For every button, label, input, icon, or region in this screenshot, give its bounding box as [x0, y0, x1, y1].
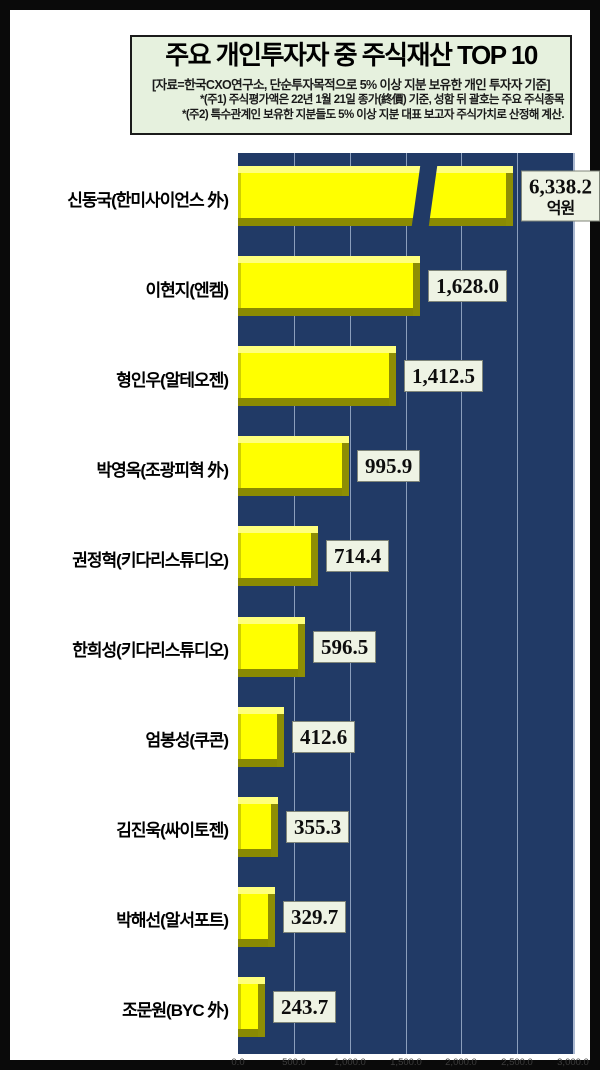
- bar: [238, 164, 513, 228]
- category-label: 김진욱(싸이토젠): [116, 821, 229, 841]
- x-tick-label: 2,500.0: [501, 1057, 533, 1068]
- x-tick-label: 1,000.0: [334, 1057, 366, 1068]
- source-note: [자료=한국CXO연구소, 단순투자목적으로 5% 이상 지분 보유한 개인 투…: [152, 78, 551, 92]
- value-label: 329.7: [283, 901, 347, 933]
- chart-title: 주요 개인투자자 중 주식재산 TOP 10: [165, 40, 538, 70]
- value-label: 995.9: [357, 450, 421, 482]
- value-label: 243.7: [273, 991, 337, 1023]
- category-label: 형인우(알테오젠): [116, 370, 229, 390]
- chart-header: 주요 개인투자자 중 주식재산 TOP 10 [자료=한국CXO연구소, 단순투…: [130, 35, 572, 135]
- gridline: [406, 153, 407, 1054]
- category-label: 박영옥(조광피혁 外): [96, 460, 229, 480]
- note-line-1: *(주1) 주식평가액은 22년 1월 21일 종가(終價) 기준, 성함 뒤 …: [200, 94, 565, 106]
- value-label: 596.5: [313, 631, 377, 663]
- bar: [238, 526, 318, 586]
- bar: [238, 887, 275, 947]
- bar: [238, 707, 284, 767]
- x-tick-label: 500.0: [282, 1057, 306, 1068]
- category-label: 한희성(키다리스튜디오): [72, 641, 229, 661]
- category-label: 박해선(알서포트): [116, 911, 229, 931]
- value-label: 355.3: [286, 811, 350, 843]
- gridline: [517, 153, 518, 1054]
- value-label: 412.6: [292, 721, 356, 753]
- value-label: 714.4: [326, 540, 390, 572]
- value-label: 1,628.0: [428, 270, 507, 302]
- bar: [238, 617, 305, 677]
- gridline: [461, 153, 462, 1054]
- gridline: [294, 153, 295, 1054]
- x-tick-label: 3,000.0: [557, 1057, 589, 1068]
- value-label: 1,412.5: [404, 360, 483, 392]
- bar: [238, 256, 420, 316]
- bar: [238, 436, 349, 496]
- category-label: 조문원(BYC 外): [122, 1001, 229, 1021]
- x-tick-label: 0.0: [231, 1057, 245, 1068]
- value-number: 6,338.2: [529, 174, 592, 199]
- value-label: 6,338.2 억원: [521, 170, 600, 222]
- category-label: 이현지(엔켐): [145, 280, 229, 300]
- category-label: 권정혁(키다리스튜디오): [72, 550, 229, 570]
- x-tick-label: 2,000.0: [445, 1057, 477, 1068]
- axis-break-gap: [411, 164, 438, 228]
- x-tick-label: 1,500.0: [390, 1057, 422, 1068]
- value-unit: 억원: [546, 200, 575, 218]
- bar: [238, 977, 265, 1037]
- bar: [238, 797, 278, 857]
- plot-area: 6,338.2 억원 1,628.0 1,412.5 995.9 714.4 596.5 41…: [238, 153, 600, 1054]
- gridline: [350, 153, 351, 1054]
- bar: [238, 346, 396, 406]
- category-label: 엄봉성(쿠콘): [145, 731, 229, 751]
- note-line-2: *(주2) 특수관계인 보유한 지분들도 5% 이상 지분 대표 보고자 주식가…: [181, 109, 565, 121]
- category-label: 신동국(한미사이언스 外): [67, 190, 229, 210]
